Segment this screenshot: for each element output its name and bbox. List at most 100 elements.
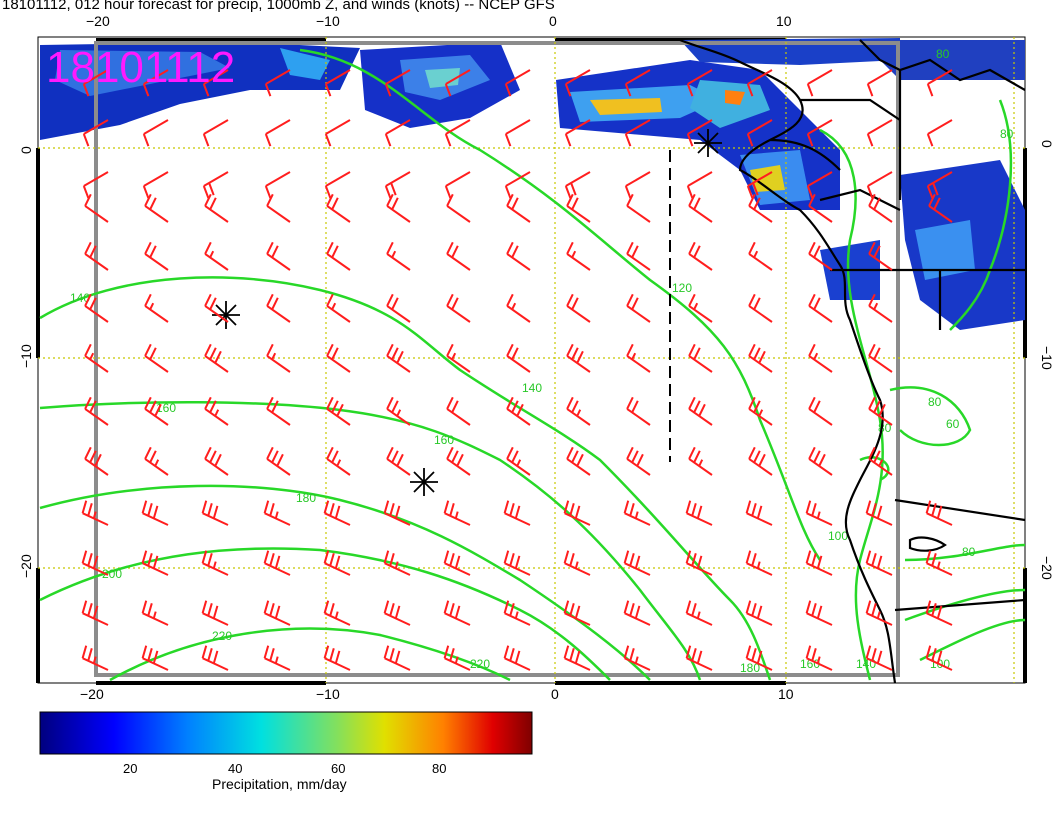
wind-barb-icon bbox=[748, 396, 773, 426]
contour-label: 80 bbox=[928, 395, 942, 409]
wind-barb-icon bbox=[503, 550, 531, 576]
wind-barb-stroke bbox=[685, 600, 713, 626]
wind-barb-stroke bbox=[503, 550, 531, 576]
wind-barb-stroke bbox=[81, 550, 109, 576]
wind-barb-icon bbox=[746, 69, 773, 97]
wind-barb-icon bbox=[446, 293, 471, 323]
wind-barb-stroke bbox=[503, 645, 531, 671]
wind-barb-icon bbox=[201, 645, 229, 671]
wind-barb-stroke bbox=[806, 171, 833, 199]
wind-barb-stroke bbox=[808, 193, 833, 223]
contour-label: 120 bbox=[672, 281, 692, 295]
wind-barb-stroke bbox=[506, 446, 531, 476]
wind-barb-icon bbox=[84, 396, 109, 426]
wind-barb-stroke bbox=[446, 293, 471, 323]
wind-barb-stroke bbox=[263, 500, 291, 526]
wind-barb-stroke bbox=[805, 645, 833, 671]
contour-label: 80 bbox=[936, 47, 950, 61]
wind-barb-icon bbox=[383, 550, 411, 576]
contour-label: 160 bbox=[434, 433, 454, 447]
wind-barb-stroke bbox=[204, 446, 229, 476]
wind-barb-icon bbox=[264, 69, 291, 97]
wind-barb-stroke bbox=[748, 193, 773, 223]
wind-barb-icon bbox=[748, 241, 773, 271]
wind-barb-icon bbox=[141, 550, 169, 576]
wind-barb-stroke bbox=[566, 343, 591, 373]
wind-barb-icon bbox=[82, 119, 109, 147]
wind-barb-stroke bbox=[925, 600, 953, 626]
wind-barb-icon bbox=[566, 241, 591, 271]
wind-barb-stroke bbox=[204, 293, 229, 323]
wind-barb-icon bbox=[204, 446, 229, 476]
wind-barb-stroke bbox=[386, 241, 411, 271]
axis-tick-bars bbox=[36, 38, 1027, 685]
wind-barb-icon bbox=[383, 600, 411, 626]
wind-barb-stroke bbox=[563, 550, 591, 576]
lat-right-tick: 0 bbox=[1039, 140, 1055, 148]
wind-barb-stroke bbox=[324, 119, 351, 147]
wind-barb-stroke bbox=[204, 343, 229, 373]
wind-barb-stroke bbox=[263, 645, 291, 671]
asterisk-icon bbox=[694, 129, 722, 157]
wind-barb-stroke bbox=[808, 293, 833, 323]
contour-label: 80 bbox=[962, 545, 976, 559]
wind-barb-stroke bbox=[324, 69, 351, 97]
wind-barb-icon bbox=[686, 171, 713, 199]
wind-barb-stroke bbox=[748, 293, 773, 323]
wind-barb-icon bbox=[84, 446, 109, 476]
wind-barb-icon bbox=[144, 396, 169, 426]
wind-barb-icon bbox=[566, 446, 591, 476]
wind-barb-icon bbox=[745, 600, 773, 626]
wind-barb-stroke bbox=[563, 645, 591, 671]
wind-barb-icon bbox=[264, 171, 291, 199]
wind-barb-icon bbox=[204, 343, 229, 373]
contour-label: 100 bbox=[828, 529, 848, 543]
wind-barb-icon bbox=[685, 550, 713, 576]
wind-barb-icon bbox=[84, 193, 109, 223]
wind-barb-stroke bbox=[503, 600, 531, 626]
wind-barb-stroke bbox=[142, 69, 169, 97]
wind-barb-icon bbox=[808, 241, 833, 271]
wind-barb-stroke bbox=[563, 600, 591, 626]
wind-barb-icon bbox=[384, 69, 411, 97]
wind-barb-icon bbox=[748, 293, 773, 323]
wind-barb-stroke bbox=[201, 600, 229, 626]
date-stamp: 18101112 bbox=[46, 43, 235, 92]
lon-bottom-tick: 10 bbox=[778, 686, 794, 702]
wind-barb-stroke bbox=[443, 550, 471, 576]
wind-barb-icon bbox=[746, 171, 773, 199]
wind-barb-icon bbox=[688, 193, 713, 223]
wind-barb-icon bbox=[866, 119, 893, 147]
wind-barb-icon bbox=[688, 396, 713, 426]
wind-barb-stroke bbox=[84, 343, 109, 373]
contour-label: 80 bbox=[1000, 127, 1014, 141]
wind-barb-icon bbox=[323, 550, 351, 576]
wind-barb-stroke bbox=[746, 171, 773, 199]
left-tick-labels: 0 −10 −20 bbox=[18, 146, 34, 578]
wind-barb-stroke bbox=[808, 446, 833, 476]
wind-barb-stroke bbox=[201, 550, 229, 576]
wind-barb-icon bbox=[566, 193, 591, 223]
wind-barb-stroke bbox=[266, 293, 291, 323]
wind-barb-icon bbox=[266, 343, 291, 373]
wind-barb-icon bbox=[563, 550, 591, 576]
wind-barb-stroke bbox=[808, 343, 833, 373]
wind-barb-stroke bbox=[506, 241, 531, 271]
wind-barb-icon bbox=[324, 171, 351, 199]
wind-barb-icon bbox=[868, 343, 893, 373]
wind-barb-stroke bbox=[623, 550, 651, 576]
wind-barb-icon bbox=[805, 500, 833, 526]
wind-barb-stroke bbox=[141, 600, 169, 626]
wind-barb-icon bbox=[204, 241, 229, 271]
wind-barb-stroke bbox=[566, 193, 591, 223]
wind-barb-icon bbox=[926, 69, 953, 97]
wind-barb-stroke bbox=[806, 69, 833, 97]
wind-barb-icon bbox=[806, 119, 833, 147]
wind-barb-stroke bbox=[686, 119, 713, 147]
wind-barb-stroke bbox=[323, 645, 351, 671]
wind-barbs bbox=[81, 69, 953, 671]
wind-barb-stroke bbox=[144, 241, 169, 271]
wind-barb-stroke bbox=[745, 600, 773, 626]
colorbar-tick: 80 bbox=[432, 761, 446, 776]
